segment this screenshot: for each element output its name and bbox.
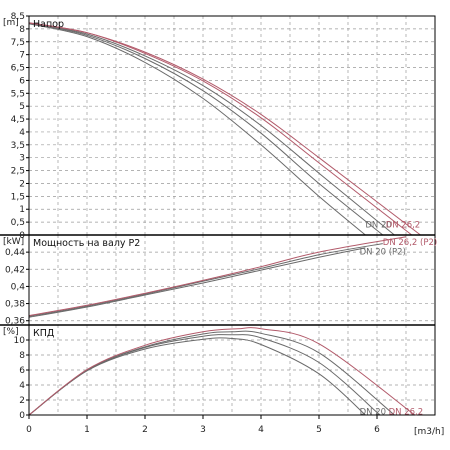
x-tick-label-4: 4 (258, 425, 264, 435)
curve-label-power-1: DN 20 (P2) (360, 247, 406, 257)
curve-head-2 (28, 22, 395, 236)
y-tick-label-efficiency-5: 10 (14, 336, 26, 346)
curve-power-0 (28, 247, 366, 318)
y-tick-label-head-14: 7 (19, 51, 25, 61)
curve-head-0 (28, 23, 366, 236)
grid-layer (29, 15, 435, 415)
panel-title-power: Мощность на валу P2 (33, 238, 140, 249)
y-unit-head: [m] (3, 18, 19, 28)
y-tick-label-efficiency-0: 0 (19, 411, 25, 421)
y-tick-label-head-1: 0,5 (11, 218, 25, 228)
curve-label-efficiency-0: DN 20 (360, 407, 386, 417)
curve-layer (28, 22, 421, 416)
y-tick-label-efficiency-2: 4 (19, 381, 25, 391)
y-tick-label-head-8: 4 (19, 128, 25, 138)
x-tick-label-0: 0 (26, 425, 32, 435)
curve-label-head-1: DN 26,2 (386, 221, 421, 231)
frame-layer (0, 15, 436, 419)
y-tick-label-head-6: 3 (19, 154, 25, 164)
y-tick-label-power-0: 0,36 (5, 317, 25, 327)
curve-label-efficiency-1: DN 26,2 (389, 407, 424, 417)
y-tick-label-efficiency-4: 8 (19, 351, 25, 361)
curve-label-power-0: DN 26,2 (P2) (383, 238, 437, 248)
x-axis-unit: [m3/h] (414, 427, 444, 437)
x-tick-label-1: 1 (84, 425, 90, 435)
y-tick-label-head-4: 2 (19, 179, 25, 189)
y-tick-label-efficiency-1: 2 (19, 396, 25, 406)
y-unit-efficiency: [%] (3, 327, 19, 337)
x-tick-label-3: 3 (200, 425, 206, 435)
y-tick-label-head-7: 3,5 (11, 141, 25, 151)
y-tick-label-head-11: 5,5 (11, 89, 25, 99)
x-tick-label-2: 2 (142, 425, 148, 435)
x-tick-label-5: 5 (316, 425, 322, 435)
y-tick-label-head-12: 6 (19, 76, 25, 86)
y-unit-power: [kW] (3, 237, 24, 247)
curve-head-4 (28, 22, 421, 236)
curve-power-1 (28, 243, 383, 317)
y-tick-label-head-16: 8 (19, 25, 25, 35)
y-tick-label-power-1: 0,38 (5, 300, 25, 310)
curve-power-2 (28, 236, 407, 317)
text-layer: 0 0,5 1 1,5 2 2,5 3 3,5 4 4,5 5 5,5 6 6,5 7 7,5 8 8,5[m] Н… (3, 12, 437, 435)
y-tick-label-head-13: 6,5 (11, 64, 25, 74)
y-tick-label-head-9: 4,5 (11, 115, 25, 125)
x-tick-label-6: 6 (374, 425, 380, 435)
curve-head-1 (28, 22, 384, 236)
y-tick-label-power-4: 0,44 (5, 248, 25, 258)
panel-title-efficiency: КПД (33, 328, 54, 339)
y-tick-label-head-15: 7,5 (11, 38, 25, 48)
y-tick-label-power-3: 0,42 (5, 265, 25, 275)
y-tick-label-head-3: 1,5 (11, 192, 25, 202)
curve-efficiency-1 (28, 334, 381, 416)
y-tick-label-head-0: 0 (19, 231, 25, 241)
y-tick-label-head-17: 8,5 (11, 12, 25, 22)
y-tick-label-head-10: 5 (19, 102, 25, 112)
curve-efficiency-0 (28, 337, 366, 416)
y-tick-label-power-2: 0,4 (11, 282, 26, 292)
y-tick-label-efficiency-3: 6 (19, 366, 25, 376)
y-tick-label-head-5: 2,5 (11, 167, 25, 177)
plot-frame (28, 15, 436, 416)
y-tick-label-head-2: 1 (19, 205, 25, 215)
panel-title-head: Напор (33, 19, 64, 30)
curve-efficiency-3 (28, 327, 415, 416)
curve-label-head-0: DN 20 (365, 221, 391, 231)
